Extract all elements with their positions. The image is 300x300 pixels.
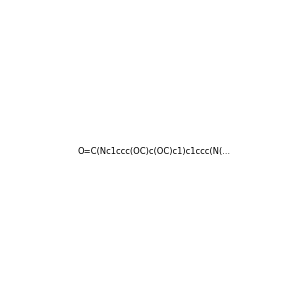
Text: O=C(Nc1ccc(OC)c(OC)c1)c1ccc(N(...: O=C(Nc1ccc(OC)c(OC)c1)c1ccc(N(... bbox=[77, 147, 230, 156]
